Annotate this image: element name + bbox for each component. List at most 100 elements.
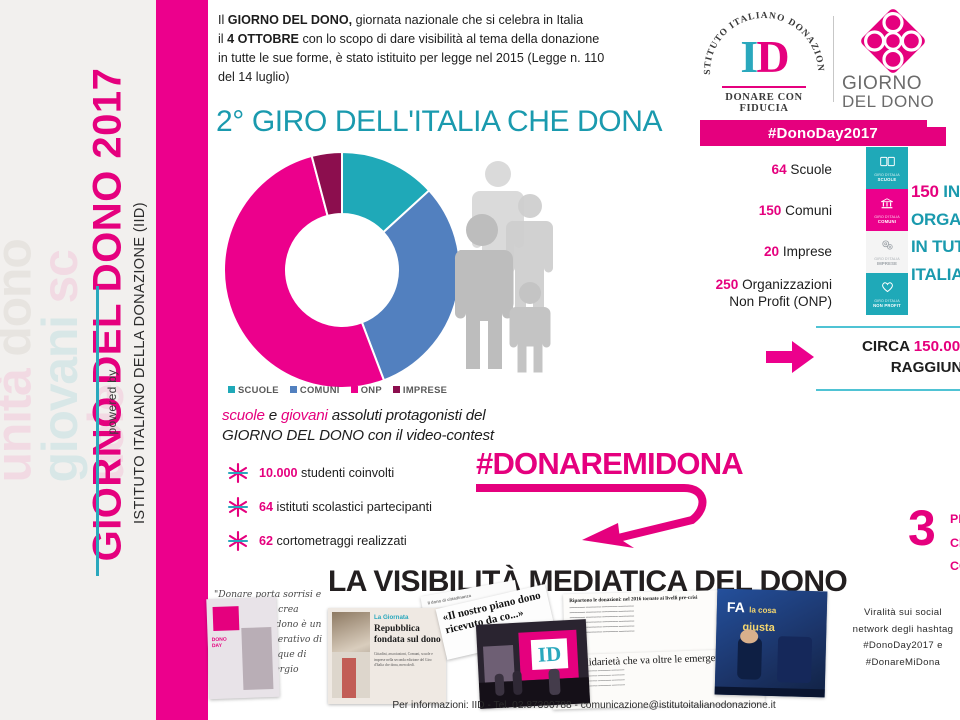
legend-item-comuni: COMUNI xyxy=(289,384,340,395)
badge-sub: GIRO D'ITALIA xyxy=(874,173,900,177)
legend-label: ONP xyxy=(360,384,382,395)
stat-line1: 64 Scuole xyxy=(772,162,832,178)
stat-row-organizzazioni: 250 Organizzazioni Non Profit (ONP) xyxy=(538,273,838,314)
badge-nonprofit: GIRO D'ITALIA NON PROFIT xyxy=(866,273,908,315)
asterisk-icon xyxy=(226,461,250,485)
lead-em-giovani: giovani xyxy=(281,407,328,424)
giorno-del-dono-logo: GIORNO DEL DONO xyxy=(842,8,950,114)
iid-letter-i: I xyxy=(740,31,758,82)
badge-name: COMUNI xyxy=(877,219,897,224)
iniziative-line2: ORGANIZZATE xyxy=(911,209,960,229)
donut-svg xyxy=(223,150,461,389)
legend-swatch xyxy=(350,386,358,393)
iid-rule xyxy=(722,86,806,88)
heart-icon xyxy=(881,280,894,298)
iniziative-word: INIZIATIVE xyxy=(943,182,960,201)
intro-line2-c: con lo scopo di dare visibilità al tema … xyxy=(298,32,600,47)
curved-left-arrow-icon xyxy=(476,484,707,548)
bullet-text: 62 cortometraggi realizzati xyxy=(259,534,407,548)
circa-number: 150.000 xyxy=(913,338,960,355)
asterisk-icon xyxy=(226,495,250,519)
legend-item-scuole: SCUOLE xyxy=(228,384,279,395)
bank-icon xyxy=(879,196,895,214)
clipping-repubblica: La Giornata Repubblica fondata sul dono … xyxy=(328,608,446,704)
bullet-item: 10.000 studenti coinvolti xyxy=(226,456,556,490)
donaremidona-hashtag: #DONAREMIDONA xyxy=(476,446,744,481)
intro-line1-a: Il xyxy=(218,13,228,27)
dono-diamond-icon xyxy=(861,9,925,73)
stat-line2: Non Profit (ONP) xyxy=(729,293,832,309)
book-icon xyxy=(879,154,895,172)
iniziative-number: 150 xyxy=(911,182,939,201)
magenta-accent-band xyxy=(156,0,208,720)
circa-rule-bottom xyxy=(816,389,960,392)
stat-label: Comuni xyxy=(785,203,832,219)
badge-name: SCUOLE xyxy=(877,177,897,182)
bullet-number: 62 xyxy=(259,534,274,548)
stat-line1: 150 Comuni xyxy=(759,203,832,219)
badge-imprese: GIRO D'ITALIA IMPRESE xyxy=(866,231,908,273)
sidebar-divider xyxy=(96,286,99,576)
stat-row-imprese: 20 Imprese xyxy=(538,232,838,273)
badge-fold-corner xyxy=(926,120,946,128)
clipping-body: Cittadini, associazioni, Comuni, scuole … xyxy=(374,652,433,667)
intro-line2-bold: 4 OTTOBRE xyxy=(227,32,299,47)
legend-item-onp: ONP xyxy=(350,384,382,395)
section-title: 2° GIRO DELL'ITALIA CHE DONA xyxy=(216,105,663,138)
viralita-text: Viralità sui social network degli hashta… xyxy=(852,607,954,668)
legend-label: IMPRESE xyxy=(402,384,448,395)
intro-line4: del 14 luglio) xyxy=(218,70,290,85)
footer-contact: Per informazioni: IID - Tel. 02.87390788… xyxy=(392,700,776,711)
lead-line2: GIORNO DEL DONO con il video-contest xyxy=(222,426,494,444)
stat-number: 250 xyxy=(715,277,739,293)
badge-sub: GIRO D'ITALIA xyxy=(874,257,900,261)
bullet-number: 64 xyxy=(259,500,274,514)
iid-tagline: DONARE CON FIDUCIA xyxy=(725,92,803,114)
intro-line3: in tutte le sue forme, è stato istituito… xyxy=(218,51,605,66)
clipping-headline: Repubblica fondata sul dono xyxy=(374,624,441,646)
intro-line1-bold: GIORNO DEL DONO, xyxy=(227,13,353,27)
stat-number: 20 xyxy=(763,244,780,260)
intro-line1-c: giornata nazionale che si celebra in Ita… xyxy=(352,13,584,27)
chart-legend: SCUOLE COMUNI ONP IMPRESE xyxy=(228,384,468,395)
premi-line1: PREMI ALLE SCUOLE PRIME xyxy=(950,512,960,526)
circa-pre: CIRCA xyxy=(861,338,914,355)
video-contest-bullets: 10.000 studenti coinvolti 64 istituti sco… xyxy=(226,456,556,558)
premi-label: PREMI ALLE SCUOLE PRIME CLASSIFICATE NEL… xyxy=(950,508,960,579)
clipping-stage-photo: ID xyxy=(475,619,591,709)
bullet-text: 64 istituti scolastici partecipanti xyxy=(259,500,432,514)
stat-row-comuni: 150 Comuni xyxy=(538,191,838,232)
stat-label: Imprese xyxy=(782,244,832,260)
badge-sub: GIRO D'ITALIA xyxy=(874,215,900,219)
stat-number: 150 xyxy=(758,203,782,219)
premi-line2: CLASSIFICATE NEL VIDEO-CONTEST xyxy=(950,535,960,574)
gdd-wordmark: GIORNO DEL DONO xyxy=(842,74,950,111)
people-silhouettes-icon xyxy=(454,161,553,373)
legend-swatch xyxy=(392,386,400,393)
asterisk-icon xyxy=(226,529,250,553)
gdd-line2: DEL DONO xyxy=(842,92,935,112)
stat-line1: 250 Organizzazioni xyxy=(716,277,832,293)
legend-label: SCUOLE xyxy=(238,384,279,395)
intro-line2-a: il xyxy=(218,32,228,47)
premi-number: 3 xyxy=(908,500,936,556)
iniziative-line3: IN TUTTA ITALIA xyxy=(911,237,960,284)
donoday-hashtag-badge: #DonoDay2017 xyxy=(700,120,946,146)
bullet-number: 10.000 xyxy=(259,466,298,480)
stat-label: Organizzazioni xyxy=(742,277,832,293)
badge-name: NON PROFIT xyxy=(873,303,901,308)
logo-divider xyxy=(833,16,834,102)
badge-sub: GIRO D'ITALIA xyxy=(874,299,900,303)
circa-text: CIRCA 150.000 CITTADINI ITALIANI RAGGIUN… xyxy=(816,328,960,379)
main-content: Il GIORNO DEL DONO, giornata nazionale c… xyxy=(206,0,960,720)
bullet-item: 62 cortometraggi realizzati xyxy=(226,524,556,558)
right-arrow-icon xyxy=(766,341,814,373)
lead-em-scuole: scuole xyxy=(222,407,265,424)
bullet-text: 10.000 studenti coinvolti xyxy=(259,466,395,480)
iid-arc-text-icon: ISTITUTO ITALIANO DONAZIONE xyxy=(700,10,824,75)
legend-item-imprese: IMPRESE xyxy=(392,384,448,395)
donut-chart xyxy=(222,150,462,390)
stat-row-scuole: 64 Scuole xyxy=(538,150,838,191)
